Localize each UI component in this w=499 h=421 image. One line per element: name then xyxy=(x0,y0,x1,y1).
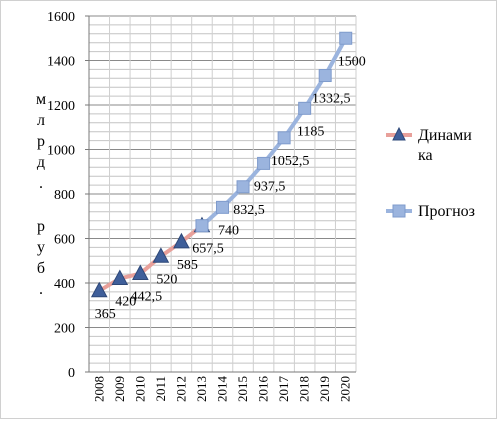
data-label: 1500 xyxy=(338,54,366,69)
x-tick-label: 2015 xyxy=(235,376,250,402)
y-tick-labels: 0 200 400 600 800 1000 1200 1400 1600 xyxy=(47,10,75,381)
data-point-marker xyxy=(173,232,190,249)
y-tick-label: 600 xyxy=(54,233,75,248)
data-label: 937,5 xyxy=(254,179,286,194)
x-tick-label: 2018 xyxy=(297,376,312,402)
x-tick-label: 2019 xyxy=(317,376,332,402)
x-tick-label: 2008 xyxy=(91,376,106,402)
y-axis-label-char: . xyxy=(39,175,43,192)
data-point-marker xyxy=(152,247,170,263)
data-point-marker xyxy=(236,180,250,194)
x-tick-label: 2013 xyxy=(194,376,209,402)
y-axis-label-char: у xyxy=(37,239,45,256)
x-tick-label: 2011 xyxy=(153,376,168,402)
y-tick-label: 400 xyxy=(54,277,75,292)
y-tick-label: 1000 xyxy=(47,144,75,159)
x-tick-label: 2016 xyxy=(256,376,271,403)
data-point-marker xyxy=(339,31,353,45)
legend-square-icon xyxy=(392,204,406,218)
y-axis-label-char: м xyxy=(36,91,46,108)
grid xyxy=(89,15,357,373)
y-tick-label: 200 xyxy=(54,322,75,337)
x-tick-labels: 2008 2009 2010 2011 2012 2013 2014 2015 2016 2017… xyxy=(91,376,352,403)
data-point-marker xyxy=(216,200,229,214)
data-label: 365 xyxy=(95,307,116,322)
data-label: 1332,5 xyxy=(312,92,351,107)
data-label: 1185 xyxy=(297,124,324,139)
data-label: 585 xyxy=(177,258,198,273)
legend-label-dinamika-line1: Динами xyxy=(418,127,472,144)
legend-label-prognoz: Прогноз xyxy=(418,203,475,220)
data-point-marker xyxy=(195,219,209,233)
data-point-marker xyxy=(257,156,271,170)
data-label: 442,5 xyxy=(131,290,163,305)
x-tick-label: 2014 xyxy=(215,376,230,403)
y-tick-label: 1600 xyxy=(47,10,75,25)
legend-triangle-icon xyxy=(392,126,406,141)
y-tick-label: 0 xyxy=(68,366,75,381)
data-label: 832,5 xyxy=(233,203,265,218)
data-point-marker xyxy=(90,281,108,298)
series xyxy=(90,31,353,298)
y-tick-label: 800 xyxy=(54,188,75,203)
y-tick-label: 1400 xyxy=(47,55,75,70)
data-label: 657,5 xyxy=(192,242,224,257)
y-axis-label-char: л xyxy=(37,112,45,129)
x-tick-label: 2017 xyxy=(276,376,291,403)
y-axis-label-char: . xyxy=(39,281,43,298)
x-tick-label: 2009 xyxy=(112,376,127,402)
legend: Динами ка Прогноз xyxy=(386,126,475,220)
data-label: 520 xyxy=(156,272,177,287)
x-tick-label: 2020 xyxy=(338,376,353,402)
y-axis-label-char: д xyxy=(37,154,45,171)
data-label: 740 xyxy=(218,223,239,238)
y-axis-label-char: р xyxy=(37,133,45,150)
data-point-marker xyxy=(298,101,312,115)
data-label: 420 xyxy=(115,295,136,310)
y-axis-label-char: б xyxy=(37,260,45,277)
y-tick-label: 1200 xyxy=(47,99,75,114)
data-point-marker xyxy=(132,264,149,281)
data-point-marker xyxy=(277,131,291,145)
x-tick-label: 2010 xyxy=(132,376,147,402)
data-label: 1052,5 xyxy=(271,154,310,169)
data-point-marker xyxy=(318,69,332,83)
y-axis-label-char: р xyxy=(37,218,45,235)
x-tick-label: 2012 xyxy=(173,376,188,402)
axes xyxy=(85,15,356,373)
data-point-marker xyxy=(111,269,129,286)
legend-label-dinamika-line2: ка xyxy=(418,147,433,164)
